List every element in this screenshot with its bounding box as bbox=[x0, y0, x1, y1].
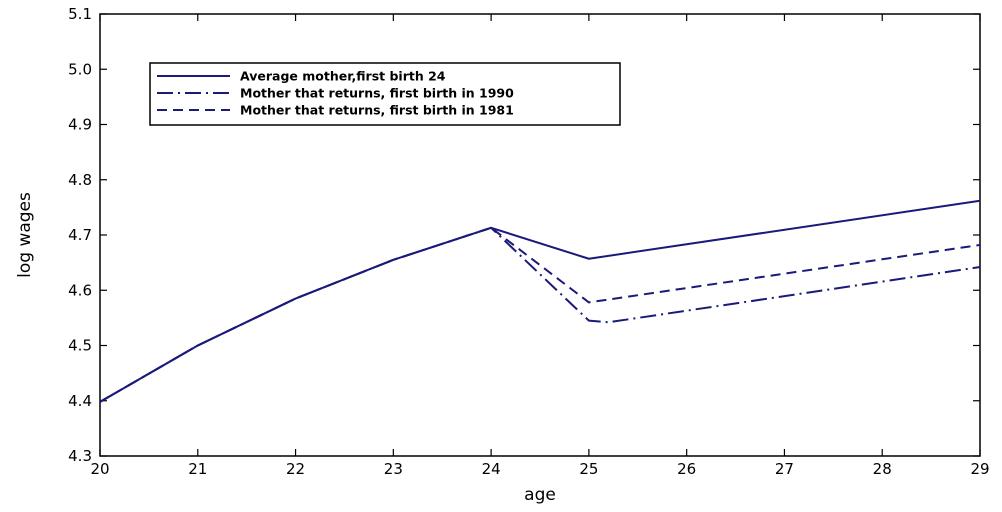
x-tick-label: 21 bbox=[188, 460, 207, 478]
x-tick-label: 25 bbox=[579, 460, 598, 478]
legend-label-3: Mother that returns, first birth in 1981 bbox=[240, 103, 514, 118]
y-tick-label: 4.4 bbox=[68, 392, 92, 410]
x-tick-label: 22 bbox=[286, 460, 305, 478]
y-tick-label: 4.3 bbox=[68, 447, 92, 465]
series-lines bbox=[99, 199, 981, 403]
x-axis-label: age bbox=[524, 485, 556, 505]
series-line-1 bbox=[99, 199, 981, 403]
x-tick-label: 28 bbox=[873, 460, 892, 478]
y-tick-label: 4.8 bbox=[68, 171, 92, 189]
legend: Average mother,first birth 24 Mother that… bbox=[149, 62, 621, 126]
y-tick-label: 4.7 bbox=[68, 226, 92, 244]
legend-label-2: Mother that returns, first birth in 1990 bbox=[240, 86, 514, 101]
y-axis-label: log wages bbox=[15, 192, 35, 278]
x-axis: 20 21 22 23 24 25 26 27 28 29 bbox=[90, 14, 990, 478]
x-tick-label: 24 bbox=[482, 460, 501, 478]
y-tick-label: 5.1 bbox=[68, 5, 92, 23]
x-tick-label: 27 bbox=[775, 460, 794, 478]
y-tick-label: 4.9 bbox=[68, 116, 92, 134]
x-tick-label: 23 bbox=[384, 460, 403, 478]
x-tick-label: 20 bbox=[90, 460, 109, 478]
x-tick-label: 29 bbox=[970, 460, 989, 478]
x-tick-label: 26 bbox=[677, 460, 696, 478]
y-tick-label: 5.0 bbox=[68, 60, 92, 78]
y-tick-label: 4.6 bbox=[68, 281, 92, 299]
legend-label-1: Average mother,first birth 24 bbox=[240, 69, 446, 84]
y-axis: 4.3 4.4 4.5 4.6 4.7 4.8 4.9 5.0 5.1 bbox=[68, 5, 980, 465]
y-tick-label: 4.5 bbox=[68, 337, 92, 355]
